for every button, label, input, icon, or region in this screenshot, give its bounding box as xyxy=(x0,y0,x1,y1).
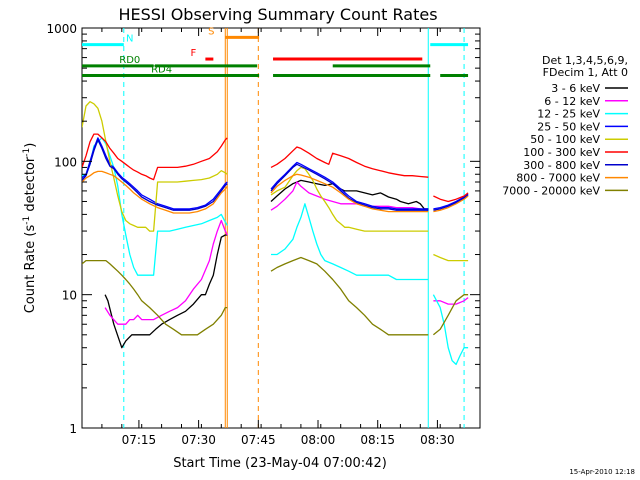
state-bar-label-f: F xyxy=(191,48,197,59)
legend-header-0: Det 1,3,4,5,6,9, xyxy=(542,54,628,67)
y-tick-label-1: 10 xyxy=(62,289,77,303)
legend-label-7: 800 - 7000 keV xyxy=(516,172,600,185)
y-axis-label: Count Rate (s-1 detector-1) xyxy=(22,143,38,314)
series-line-3 xyxy=(82,137,469,210)
state-bars: N RD0 RD4 FS xyxy=(82,26,469,78)
legend-header-1: FDecim 1, Att 0 xyxy=(543,66,628,79)
y-tick-label-2: 100 xyxy=(54,155,77,169)
legend-label-5: 100 - 300 keV xyxy=(523,146,600,159)
plot-frame xyxy=(81,27,481,429)
series-line-7 xyxy=(82,170,469,214)
state-bar-label-s: S xyxy=(208,26,214,37)
series-line-0 xyxy=(104,179,429,349)
axis-ticks: 07:15 07:30 07:45 08:00 08:15 08:30 1 10 100 1000 xyxy=(46,22,481,447)
state-bar-label-rd0: RD0 xyxy=(119,55,140,66)
x-tick-label-5: 08:30 xyxy=(420,433,455,447)
series-lines xyxy=(82,101,469,366)
state-bar-label-n: N xyxy=(126,34,133,45)
y-axis-label-part1: Count Rate (s xyxy=(23,225,38,314)
chart-title: HESSI Observing Summary Count Rates xyxy=(118,5,437,24)
legend-label-0: 3 - 6 keV xyxy=(551,82,600,95)
legend-label-2: 12 - 25 keV xyxy=(537,108,600,121)
series-line-5 xyxy=(82,133,469,203)
y-axis-label-part2: detector xyxy=(23,156,38,216)
series-line-8 xyxy=(82,256,469,336)
y-axis-label-part3: ) xyxy=(23,143,38,148)
y-tick-label-3: 1000 xyxy=(46,22,77,36)
x-axis-label: Start Time (23-May-04 07:00:42) xyxy=(173,456,387,471)
state-bar-label-rd4: RD4 xyxy=(151,65,172,76)
footer-date: 15-Apr-2010 12:18 xyxy=(569,468,635,476)
x-tick-label-2: 07:45 xyxy=(241,433,276,447)
series-line-4 xyxy=(82,101,469,262)
x-tick-label-3: 08:00 xyxy=(301,433,336,447)
y-tick-label-0: 1 xyxy=(69,422,77,436)
series-line-6 xyxy=(82,139,469,211)
legend: Det 1,3,4,5,6,9,FDecim 1, Att 0 3 - 6 keV… xyxy=(502,54,628,197)
legend-label-1: 6 - 12 keV xyxy=(544,95,600,108)
legend-label-3: 25 - 50 keV xyxy=(537,120,600,133)
series-line-2 xyxy=(82,137,469,366)
series-line-1 xyxy=(104,181,469,325)
x-tick-label-4: 08:15 xyxy=(360,433,395,447)
y-axis-label-sup2: -1 xyxy=(22,148,32,157)
state-vlines xyxy=(123,28,465,428)
legend-label-6: 300 - 800 keV xyxy=(523,159,600,172)
legend-label-8: 7000 - 20000 keV xyxy=(502,184,600,197)
x-tick-label-1: 07:30 xyxy=(181,433,216,447)
x-tick-label-0: 07:15 xyxy=(122,433,157,447)
legend-label-4: 50 - 100 keV xyxy=(530,133,600,146)
y-axis-label-sup1: -1 xyxy=(22,216,32,225)
